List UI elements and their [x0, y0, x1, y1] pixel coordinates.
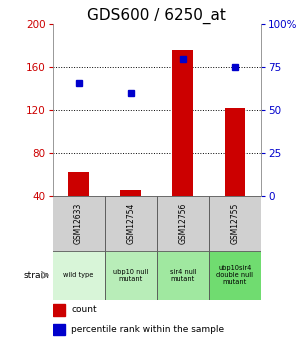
- Title: GDS600 / 6250_at: GDS600 / 6250_at: [87, 8, 226, 24]
- Text: wild type: wild type: [63, 272, 94, 278]
- Text: GSM12754: GSM12754: [126, 203, 135, 244]
- Bar: [52, 324, 65, 335]
- Bar: [209, 250, 261, 300]
- Bar: [68, 171, 89, 196]
- Bar: [172, 50, 193, 196]
- Bar: [224, 108, 245, 196]
- Bar: [157, 250, 209, 300]
- Text: count: count: [71, 305, 97, 314]
- Bar: [52, 196, 105, 250]
- Text: GSM12633: GSM12633: [74, 203, 83, 244]
- Text: GSM12756: GSM12756: [178, 203, 187, 244]
- Text: strain: strain: [24, 270, 50, 279]
- Bar: [105, 250, 157, 300]
- Bar: [105, 196, 157, 250]
- Text: ubp10sir4
double null
mutant: ubp10sir4 double null mutant: [216, 265, 254, 285]
- Text: sir4 null
mutant: sir4 null mutant: [169, 269, 196, 282]
- Text: GSM12755: GSM12755: [230, 203, 239, 244]
- Text: percentile rank within the sample: percentile rank within the sample: [71, 325, 224, 334]
- Text: ubp10 null
mutant: ubp10 null mutant: [113, 269, 148, 282]
- Bar: [52, 250, 105, 300]
- Bar: [157, 196, 209, 250]
- Bar: [52, 304, 65, 316]
- Bar: [209, 196, 261, 250]
- Bar: [120, 190, 141, 196]
